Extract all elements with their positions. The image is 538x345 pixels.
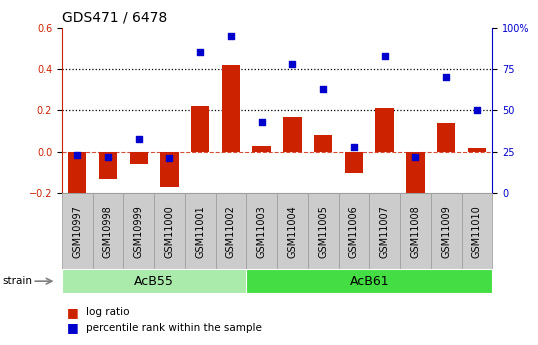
Text: GSM11004: GSM11004: [287, 205, 298, 257]
Text: GSM11010: GSM11010: [472, 205, 482, 257]
Point: [73, 152, 82, 158]
Text: log ratio: log ratio: [86, 307, 130, 317]
Text: GSM10999: GSM10999: [134, 205, 144, 257]
Text: GSM11000: GSM11000: [165, 205, 174, 257]
Bar: [406, 152, 424, 197]
Text: GSM11007: GSM11007: [380, 205, 390, 258]
Point: [350, 144, 358, 150]
Text: GSM11002: GSM11002: [226, 205, 236, 258]
Text: GDS471 / 6478: GDS471 / 6478: [62, 10, 167, 24]
Bar: [130, 152, 148, 164]
Text: AcB61: AcB61: [350, 275, 389, 288]
Text: GSM10997: GSM10997: [72, 205, 82, 258]
Text: ■: ■: [67, 306, 79, 319]
Bar: [376, 108, 394, 152]
Text: AcB55: AcB55: [134, 275, 174, 288]
Bar: [314, 135, 332, 152]
Bar: [191, 106, 209, 152]
Bar: [252, 146, 271, 152]
Text: GSM11006: GSM11006: [349, 205, 359, 257]
Point: [411, 154, 420, 159]
Text: percentile rank within the sample: percentile rank within the sample: [86, 323, 262, 333]
Point: [134, 136, 143, 141]
Bar: [283, 117, 302, 152]
Point: [288, 61, 297, 67]
Bar: [222, 65, 240, 152]
Point: [226, 33, 235, 39]
Point: [104, 154, 112, 159]
Text: strain: strain: [3, 276, 33, 286]
Bar: [160, 152, 179, 187]
Text: ■: ■: [67, 321, 79, 334]
Point: [380, 53, 389, 59]
Point: [165, 156, 174, 161]
Point: [257, 119, 266, 125]
Text: GSM11001: GSM11001: [195, 205, 205, 257]
Point: [196, 50, 204, 55]
Bar: [437, 123, 455, 152]
Text: GSM11009: GSM11009: [441, 205, 451, 257]
Point: [319, 86, 328, 92]
Text: GSM11008: GSM11008: [410, 205, 420, 257]
Bar: [345, 152, 363, 172]
Point: [442, 75, 450, 80]
Text: GSM11005: GSM11005: [318, 205, 328, 258]
Point: [472, 108, 481, 113]
Bar: [99, 152, 117, 179]
Text: GSM11003: GSM11003: [257, 205, 267, 257]
Bar: [68, 152, 87, 193]
Bar: [468, 148, 486, 152]
Text: GSM10998: GSM10998: [103, 205, 113, 257]
